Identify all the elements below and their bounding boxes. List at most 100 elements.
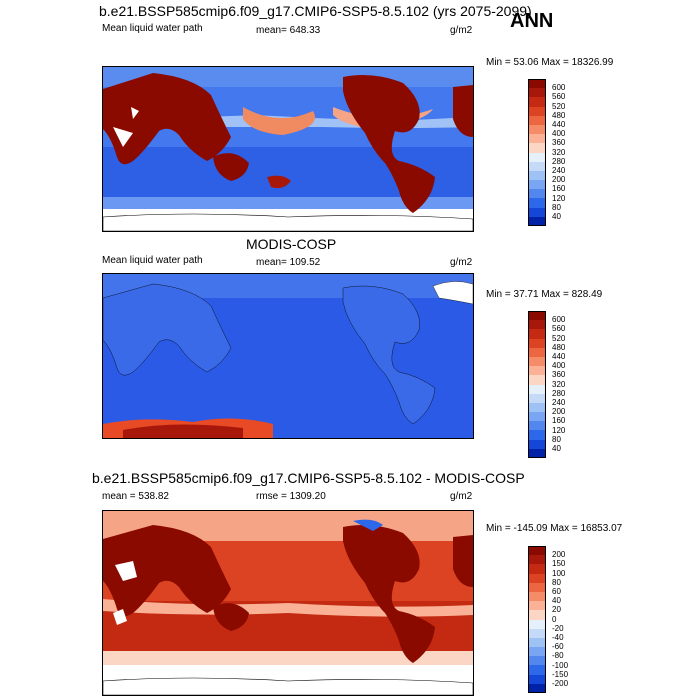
colorbar-swatch bbox=[528, 338, 546, 348]
colorbar-swatch bbox=[528, 656, 546, 666]
colorbar-tick-label: 400 bbox=[552, 129, 566, 139]
colorbar-tick-label: 150 bbox=[552, 559, 566, 569]
colorbar-swatch bbox=[528, 311, 546, 321]
colorbar-swatch bbox=[528, 573, 546, 583]
colorbar-tick-label: 400 bbox=[552, 361, 566, 371]
colorbar-tick-label: 80 bbox=[552, 202, 561, 212]
colorbar-swatch bbox=[528, 320, 546, 330]
colorbar-swatch bbox=[528, 412, 546, 422]
colorbar-swatch bbox=[528, 402, 546, 413]
colorbar-tick-label: -80 bbox=[552, 651, 564, 661]
colorbar-tick-label: 240 bbox=[552, 398, 566, 407]
colorbar-tick-label: 40 bbox=[552, 212, 561, 221]
colorbar-tick-label: 440 bbox=[552, 120, 566, 129]
colorbar-tick-label: 80 bbox=[552, 577, 561, 587]
colorbar-tick-label: -20 bbox=[552, 623, 564, 633]
colorbar-swatch bbox=[528, 647, 546, 657]
colorbar-swatch bbox=[528, 564, 546, 574]
colorbar-swatch bbox=[528, 601, 546, 611]
colorbar-swatch bbox=[528, 356, 546, 367]
panel2-colorbar bbox=[528, 311, 546, 458]
colorbar-tick-label: 560 bbox=[552, 92, 566, 102]
panel1-map bbox=[102, 66, 474, 232]
colorbar-swatch bbox=[528, 88, 546, 98]
colorbar-swatch bbox=[528, 582, 546, 592]
colorbar-tick-label: 40 bbox=[552, 596, 561, 606]
panel1-colorbar bbox=[528, 79, 546, 226]
season-label: ANN bbox=[510, 10, 554, 32]
colorbar-tick-label: -200 bbox=[552, 679, 569, 688]
panel2-left-label: Mean liquid water path bbox=[102, 255, 203, 266]
colorbar-swatch bbox=[528, 448, 546, 458]
panel2-title: MODIS-COSP bbox=[246, 236, 337, 252]
colorbar-tick-label: -40 bbox=[552, 633, 564, 642]
colorbar-tick-label: 480 bbox=[552, 110, 566, 120]
colorbar-tick-label: 440 bbox=[552, 352, 566, 361]
colorbar-tick-label: 280 bbox=[552, 156, 566, 166]
colorbar-swatch bbox=[528, 628, 546, 638]
colorbar-swatch bbox=[528, 97, 546, 107]
colorbar-tick-label: -100 bbox=[552, 660, 569, 670]
panel3-minmax: Min = -145.09 Max = 16853.07 bbox=[486, 523, 623, 534]
colorbar-tick-label: 560 bbox=[552, 324, 566, 334]
colorbar-tick-label: 60 bbox=[552, 587, 561, 596]
panel3-map bbox=[102, 510, 474, 696]
colorbar-swatch bbox=[528, 665, 546, 675]
colorbar-swatch bbox=[528, 591, 546, 602]
colorbar-swatch bbox=[528, 106, 546, 116]
colorbar-tick-label: 200 bbox=[552, 550, 566, 560]
colorbar-swatch bbox=[528, 347, 546, 357]
panel1-title: b.e21.BSSP585cmip6.f09_g17.CMIP6-SSP5-8.… bbox=[99, 3, 532, 19]
colorbar-swatch bbox=[528, 216, 546, 226]
panel2-center-label: mean= 109.52 bbox=[256, 257, 321, 268]
colorbar-swatch bbox=[528, 134, 546, 144]
colorbar-swatch bbox=[528, 555, 546, 565]
colorbar-tick-label: 120 bbox=[552, 425, 566, 435]
colorbar-swatch bbox=[528, 152, 546, 162]
colorbar-tick-label: -150 bbox=[552, 669, 569, 679]
colorbar-swatch bbox=[528, 366, 546, 376]
panel3-center-label: rmse = 1309.20 bbox=[256, 491, 326, 502]
colorbar-swatch bbox=[528, 180, 546, 190]
colorbar-tick-label: 100 bbox=[552, 568, 566, 578]
colorbar-tick-label: 520 bbox=[552, 333, 566, 343]
colorbar-tick-label: 0 bbox=[552, 614, 557, 624]
colorbar-swatch bbox=[528, 143, 546, 153]
colorbar-swatch bbox=[528, 375, 546, 385]
colorbar-tick-label: 200 bbox=[552, 175, 566, 185]
colorbar-swatch bbox=[528, 189, 546, 199]
colorbar-swatch bbox=[528, 207, 546, 217]
colorbar-tick-label: 520 bbox=[552, 101, 566, 111]
colorbar-swatch bbox=[528, 421, 546, 431]
panel1-left-label: Mean liquid water path bbox=[102, 23, 203, 34]
colorbar-swatch bbox=[528, 329, 546, 339]
colorbar-tick-label: 120 bbox=[552, 193, 566, 203]
colorbar-tick-label: 600 bbox=[552, 315, 566, 325]
colorbar-tick-label: 160 bbox=[552, 416, 566, 426]
colorbar-swatch bbox=[528, 439, 546, 449]
colorbar-swatch bbox=[528, 430, 546, 440]
panel3-left-label: mean = 538.82 bbox=[102, 491, 169, 502]
colorbar-tick-label: 20 bbox=[552, 605, 561, 615]
panel3-units: g/m2 bbox=[450, 491, 473, 502]
panel2-map bbox=[102, 273, 474, 439]
colorbar-swatch bbox=[528, 161, 546, 171]
colorbar-swatch bbox=[528, 170, 546, 181]
panel1-minmax: Min = 53.06 Max = 18326.99 bbox=[486, 57, 614, 68]
colorbar-tick-label: 240 bbox=[552, 166, 566, 175]
colorbar-tick-label: 600 bbox=[552, 83, 566, 93]
panel1-center-label: mean= 648.33 bbox=[256, 25, 321, 36]
colorbar-swatch bbox=[528, 674, 546, 684]
colorbar-swatch bbox=[528, 198, 546, 208]
colorbar-swatch bbox=[528, 115, 546, 125]
panel1-units: g/m2 bbox=[450, 25, 473, 36]
panel2-units: g/m2 bbox=[450, 257, 473, 268]
colorbar-swatch bbox=[528, 124, 546, 135]
colorbar-tick-label: 160 bbox=[552, 184, 566, 194]
colorbar-swatch bbox=[528, 546, 546, 556]
colorbar-tick-label: 480 bbox=[552, 342, 566, 352]
colorbar-swatch bbox=[528, 637, 546, 648]
colorbar-tick-label: 320 bbox=[552, 147, 566, 157]
colorbar-swatch bbox=[528, 683, 546, 693]
colorbar-swatch bbox=[528, 79, 546, 89]
